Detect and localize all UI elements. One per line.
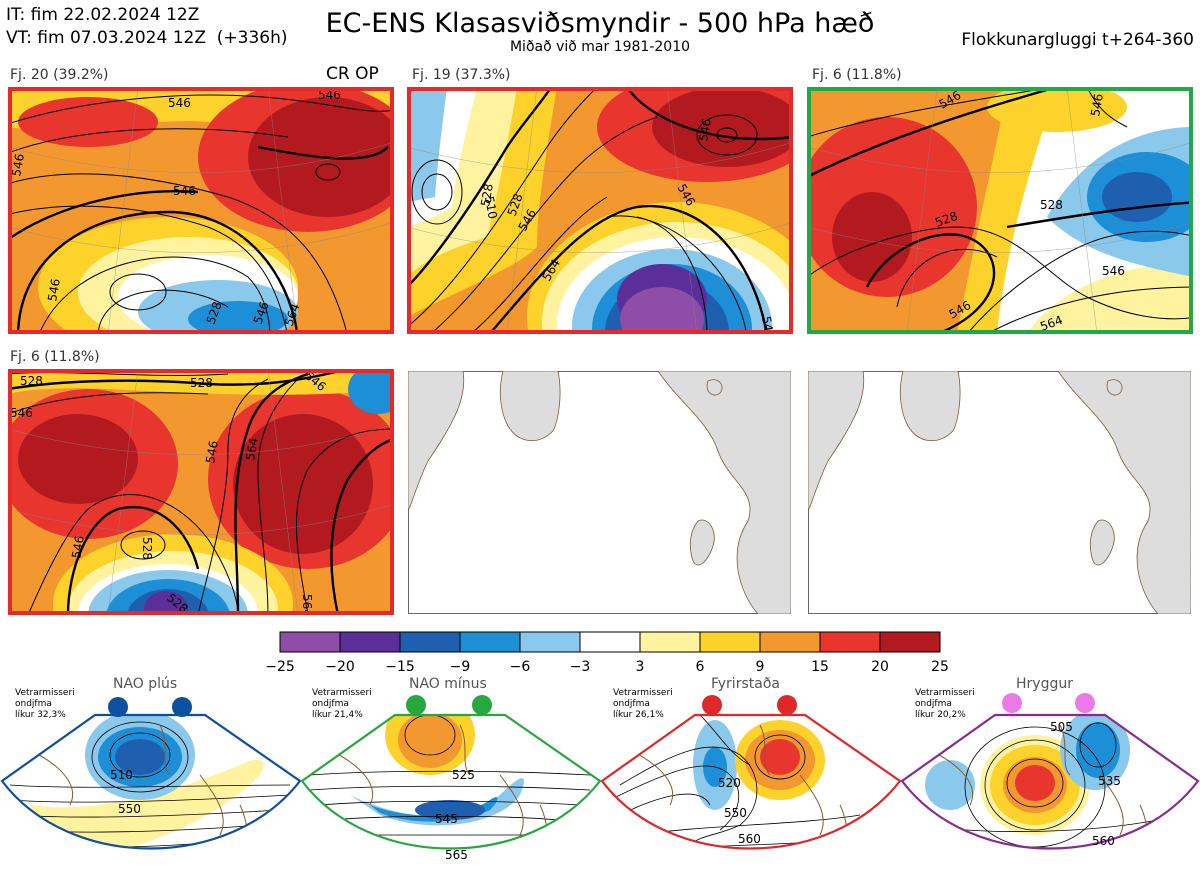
contour-label: 546 <box>759 315 777 334</box>
cluster-map-1: 546 546 546 546 546 528 546 564 <box>8 87 394 334</box>
regime-marker-icon <box>108 697 128 717</box>
regime-info-nao-minus: Vetrarmisseri ondjfma líkur 21,4% <box>312 688 372 720</box>
regime-info-blocking: Vetrarmisseri ondjfma líkur 26,1% <box>613 688 673 720</box>
regime-info-ridge: Vetrarmisseri ondjfma líkur 20,2% <box>915 688 975 720</box>
contour-label: 546 <box>1088 93 1106 118</box>
regime-title-ridge: Hryggur <box>1016 676 1073 692</box>
regime-contour-label: 510 <box>110 768 133 782</box>
regime-marker-icon <box>777 695 797 715</box>
colorbar-swatch <box>879 631 941 653</box>
contour-label: 546 <box>696 118 714 143</box>
colorbar-tick: −3 <box>570 659 591 675</box>
regime-contour-label: 550 <box>724 806 747 820</box>
colorbar-tick: 6 <box>696 659 705 675</box>
panel-4-frame <box>8 369 394 615</box>
contour-label: 510 <box>482 195 500 220</box>
regime-contour-label: 560 <box>738 832 761 846</box>
colorbar-swatches <box>279 631 941 653</box>
colorbar-swatch <box>639 631 701 653</box>
regime-contour-label: 525 <box>452 768 475 782</box>
regime-title-nao-plus: NAO plús <box>113 676 178 692</box>
regime-map-ridge: 505 535 560 <box>900 693 1200 850</box>
panel-1-frame <box>8 87 394 334</box>
regime-title-blocking: Fyrirstaða <box>711 676 780 692</box>
regime-map-nao-plus: 510 550 <box>0 697 302 850</box>
colorbar-tick: −6 <box>510 659 531 675</box>
regime-contour-label: 535 <box>1098 774 1121 788</box>
regime-marker-icon <box>406 695 426 715</box>
panel-1-tag: CR OP <box>326 64 379 84</box>
colorbar-tick: 15 <box>811 659 829 675</box>
classification-window: Flokkunargluggi t+264-360 <box>961 30 1194 50</box>
colorbar-tick: −25 <box>265 659 295 675</box>
colorbar-swatch <box>519 631 581 653</box>
colorbar-tick: −20 <box>325 659 355 675</box>
colorbar-tick: 25 <box>931 659 949 675</box>
cluster-map-4: 528 546 528 546 546 564 546 528 528 546 … <box>8 369 394 615</box>
contour-label: 546 <box>10 406 33 420</box>
regime-contour-label: 560 <box>1092 834 1115 848</box>
panel-2-frame <box>407 87 793 334</box>
regime-contour-label: 505 <box>1050 720 1073 734</box>
regime-contour-label: 565 <box>445 848 468 862</box>
contour-label: 546 <box>318 88 341 102</box>
panel-2-label: Fj. 19 (37.3%) <box>412 67 511 83</box>
panel-3-label: Fj. 6 (11.8%) <box>812 67 902 83</box>
colorbar-tick: −15 <box>385 659 415 675</box>
colorbar-swatch <box>819 631 881 653</box>
cluster-map-2: 546 528 510 528 546 546 564 546 <box>407 87 793 334</box>
regime-contour-label: 545 <box>435 812 458 826</box>
contour-label: 528 <box>140 537 154 560</box>
colorbar-swatch <box>399 631 461 653</box>
empty-map-5 <box>408 371 791 614</box>
colorbar-tick: 20 <box>871 659 889 675</box>
page-subtitle: Miðað við mar 1981-2010 <box>509 39 691 55</box>
contour-label: 528 <box>190 376 213 390</box>
contour-label: 564 <box>300 594 314 615</box>
contour-label: 528 <box>1040 198 1063 212</box>
initial-time: IT: fim 22.02.2024 12Z <box>6 5 200 25</box>
colorbar-swatch <box>459 631 521 653</box>
regime-map-blocking: 520 550 560 <box>600 695 902 850</box>
colorbar-swatch <box>279 631 341 653</box>
contour-label: 546 <box>203 440 221 465</box>
page-title: EC-ENS Klasasviðsmyndir - 500 hPa hæð <box>325 8 875 39</box>
contour-label: 546 <box>1102 264 1125 278</box>
colorbar-tick: 3 <box>636 659 645 675</box>
valid-time: VT: fim 07.03.2024 12Z (+336h) <box>6 28 288 48</box>
regime-marker-icon <box>472 695 492 715</box>
contour-label: 546 <box>9 153 27 178</box>
colorbar-swatch <box>339 631 401 653</box>
colorbar-ticks: −25 −20 −15 −9 −6 −3 3 6 9 15 20 25 <box>265 659 949 675</box>
regime-info-nao-plus: Vetrarmisseri ondjfma líkur 32,3% <box>15 688 75 720</box>
header-info: IT: fim 22.02.2024 12Z VT: fim 07.03.202… <box>6 4 288 50</box>
colorbar-tick: 9 <box>756 659 765 675</box>
regime-map-nao-minus: 525 545 565 <box>300 695 602 862</box>
empty-map-6 <box>808 371 1191 614</box>
panel-4-label: Fj. 6 (11.8%) <box>10 349 100 365</box>
colorbar: −25 −20 −15 −9 −6 −3 3 6 9 15 20 25 <box>265 631 949 675</box>
contour-label: 546 <box>45 278 63 303</box>
colorbar-swatch <box>699 631 761 653</box>
regime-marker-icon <box>1002 693 1022 713</box>
regime-marker-icon <box>172 697 192 717</box>
contour-label: 528 <box>20 374 43 388</box>
contour-label: 546 <box>168 96 191 110</box>
contour-label: 528 <box>478 183 496 208</box>
regime-title-nao-minus: NAO mínus <box>409 676 487 692</box>
panel-3-frame <box>807 87 1193 334</box>
regime-marker-icon <box>702 695 722 715</box>
colorbar-tick: −9 <box>450 659 471 675</box>
contour-label: 564 <box>243 437 261 462</box>
cluster-map-3: 546 546 528 528 546 546 564 <box>807 87 1193 334</box>
colorbar-swatch <box>759 631 821 653</box>
panel-1-label: Fj. 20 (39.2%) <box>10 67 109 83</box>
contour-label: 546 <box>69 535 87 560</box>
regime-marker-icon <box>1075 693 1095 713</box>
contour-label: 546 <box>173 184 196 198</box>
colorbar-swatch <box>579 631 641 653</box>
regime-contour-label: 520 <box>718 776 741 790</box>
regime-contour-label: 550 <box>118 802 141 816</box>
